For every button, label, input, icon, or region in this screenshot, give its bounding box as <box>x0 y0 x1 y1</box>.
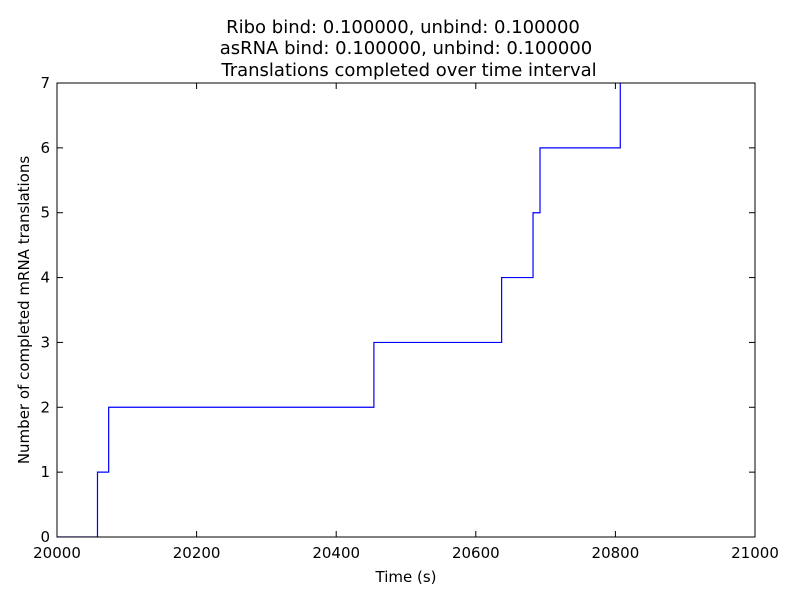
chart-title-line-1: Ribo bind: 0.100000, unbind: 0.100000 <box>226 17 580 38</box>
y-axis-label: Number of completed mRNA translations <box>15 156 33 465</box>
x-tick-label: 21000 <box>731 544 779 562</box>
chart-title-line-2: asRNA bind: 0.100000, unbind: 0.100000 <box>220 38 593 59</box>
x-tick-label: 20600 <box>452 544 500 562</box>
series-layer <box>57 83 621 537</box>
y-tick-label: 6 <box>40 139 50 157</box>
y-axis-ticks: 0 1 2 3 4 5 6 7 <box>40 74 755 546</box>
plot-area <box>57 83 755 537</box>
y-tick-label: 0 <box>40 528 50 546</box>
plot-frame <box>56 82 756 538</box>
y-tick-label: 7 <box>40 74 50 92</box>
y-tick-label: 5 <box>40 204 50 222</box>
x-tick-label: 20800 <box>592 544 640 562</box>
x-axis-label: Time (s) <box>375 568 437 586</box>
x-tick-label: 20400 <box>312 544 360 562</box>
x-axis-ticks: 20000 20200 20400 20600 20800 21000 <box>33 83 779 562</box>
chart-title-line-3: Translations completed over time interva… <box>220 60 596 81</box>
translations-step-line <box>57 83 621 537</box>
x-tick-label: 20000 <box>33 544 81 562</box>
y-tick-label: 2 <box>40 398 50 416</box>
y-tick-label: 4 <box>40 269 50 287</box>
y-tick-label: 3 <box>40 333 50 351</box>
chart-title: Ribo bind: 0.100000, unbind: 0.100000 as… <box>220 17 597 81</box>
x-tick-label: 20200 <box>173 544 221 562</box>
y-tick-label: 1 <box>40 463 50 481</box>
